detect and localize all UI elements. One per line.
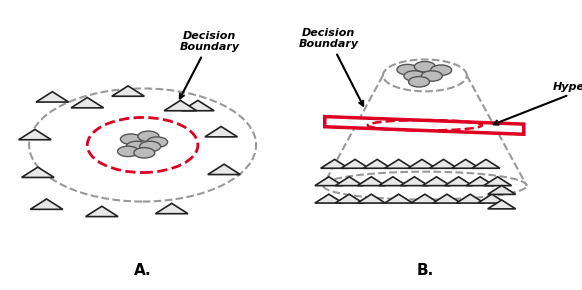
Text: A.: A. xyxy=(134,263,151,278)
Polygon shape xyxy=(400,177,428,186)
Polygon shape xyxy=(379,177,407,186)
Polygon shape xyxy=(452,160,480,168)
Polygon shape xyxy=(408,160,436,168)
Polygon shape xyxy=(321,160,349,168)
Text: Hyperplane: Hyperplane xyxy=(494,82,582,125)
Polygon shape xyxy=(484,177,512,186)
Circle shape xyxy=(134,148,155,158)
Polygon shape xyxy=(363,160,391,168)
Polygon shape xyxy=(430,160,457,168)
Polygon shape xyxy=(488,200,516,209)
Polygon shape xyxy=(335,177,363,186)
Text: B.: B. xyxy=(416,263,434,278)
Circle shape xyxy=(404,71,425,81)
Circle shape xyxy=(397,64,418,75)
Polygon shape xyxy=(36,92,69,102)
Polygon shape xyxy=(19,129,51,140)
Circle shape xyxy=(120,134,141,144)
Circle shape xyxy=(414,61,435,72)
Circle shape xyxy=(126,141,147,152)
Polygon shape xyxy=(315,194,343,203)
Polygon shape xyxy=(22,167,54,177)
Polygon shape xyxy=(86,206,118,217)
Polygon shape xyxy=(385,194,413,203)
Polygon shape xyxy=(315,177,343,186)
Circle shape xyxy=(431,65,452,75)
Polygon shape xyxy=(385,160,413,168)
Circle shape xyxy=(140,141,161,152)
Polygon shape xyxy=(466,177,494,186)
Text: Decision
Boundary: Decision Boundary xyxy=(299,28,363,106)
Polygon shape xyxy=(182,100,214,111)
Polygon shape xyxy=(488,186,516,194)
Polygon shape xyxy=(456,194,484,203)
Circle shape xyxy=(147,137,168,147)
Polygon shape xyxy=(71,97,104,108)
Polygon shape xyxy=(433,194,461,203)
Circle shape xyxy=(409,77,430,87)
Circle shape xyxy=(421,71,442,81)
Polygon shape xyxy=(472,160,500,168)
Polygon shape xyxy=(478,194,506,203)
Polygon shape xyxy=(164,100,197,111)
Polygon shape xyxy=(325,117,524,134)
Polygon shape xyxy=(423,177,450,186)
Polygon shape xyxy=(208,164,240,175)
Polygon shape xyxy=(30,199,63,209)
Polygon shape xyxy=(112,86,144,96)
Polygon shape xyxy=(411,194,439,203)
Polygon shape xyxy=(357,177,385,186)
Polygon shape xyxy=(335,194,363,203)
Polygon shape xyxy=(155,203,188,214)
Polygon shape xyxy=(205,126,237,137)
Text: Decision
Boundary: Decision Boundary xyxy=(179,31,240,98)
Polygon shape xyxy=(341,160,369,168)
Polygon shape xyxy=(445,177,473,186)
Polygon shape xyxy=(357,194,385,203)
Circle shape xyxy=(138,131,159,142)
Circle shape xyxy=(118,146,139,157)
